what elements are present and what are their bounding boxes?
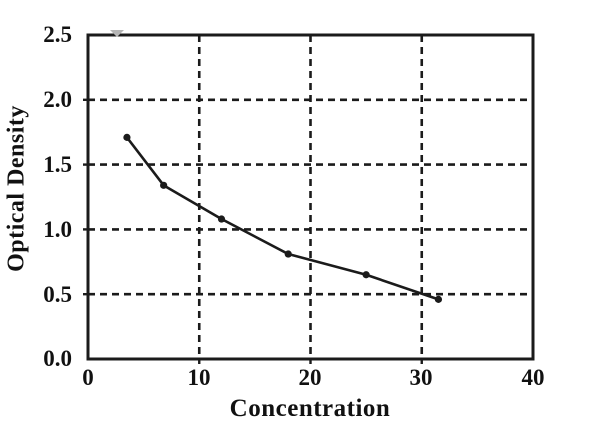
x-tick-label: 0 — [82, 365, 94, 390]
y-tick-label: 0.5 — [43, 282, 72, 307]
data-point-marker — [362, 271, 370, 279]
y-tick-label: 0.0 — [43, 346, 72, 371]
y-tick-label: 1.5 — [43, 152, 72, 177]
x-tick-label: 30 — [409, 365, 433, 390]
x-axis-title: Concentration — [229, 395, 391, 422]
y-tick-label: 2.0 — [43, 87, 72, 112]
data-point-marker — [160, 181, 168, 189]
y-tick-label: 2.5 — [43, 22, 72, 47]
data-point-marker — [217, 215, 226, 223]
plot-border — [86, 33, 535, 361]
scan-artifact-triangle — [110, 30, 124, 37]
x-tick-label: 20 — [298, 365, 322, 390]
x-tick-label: 40 — [521, 365, 545, 390]
data-line — [125, 136, 440, 301]
data-point-marker — [123, 133, 131, 141]
data-point-marker — [284, 250, 292, 258]
data-point-marker — [434, 295, 443, 303]
x-tick-label: 10 — [187, 365, 211, 390]
y-tick-label: 1.0 — [43, 217, 72, 242]
y-axis-title: Optical Density — [3, 105, 30, 272]
